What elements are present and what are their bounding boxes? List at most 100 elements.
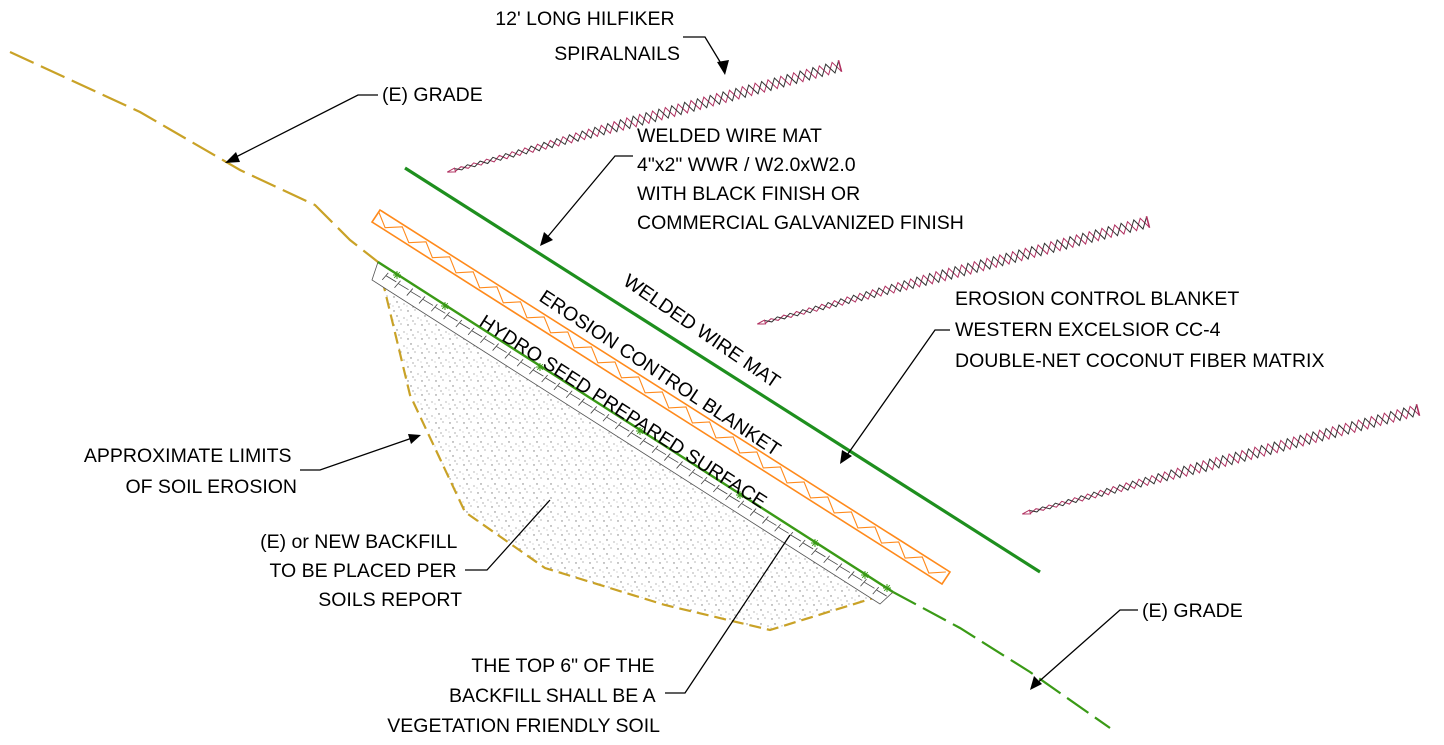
erosion-limits-line1: APPROXIMATE LIMITS <box>84 445 292 467</box>
erosion-limits-note: APPROXIMATE LIMITS OF SOIL EROSION <box>84 445 297 498</box>
topsoil-hatch-mark <box>680 464 691 471</box>
erosion-limits-leader <box>300 436 416 471</box>
blanket-leader <box>844 329 950 459</box>
topsoil-hatch-mark <box>704 479 716 487</box>
nails-note-line1: 12' LONG HILFIKER <box>495 8 674 30</box>
backfill-note-line2: TO BE PLACED PER <box>269 560 456 582</box>
topsoil-hatch-mark <box>443 311 450 320</box>
topsoil-hatch-mark <box>484 338 495 346</box>
topsoil-hatch-mark <box>815 550 826 558</box>
spiral-nail-thread <box>455 61 842 172</box>
topsoil-hatch-mark <box>541 374 548 383</box>
spiral-nail-thread <box>1029 404 1418 513</box>
blanket-note-line1: EROSION CONTROL BLANKET <box>955 288 1239 310</box>
topsoil-hatch-mark <box>823 555 830 563</box>
topsoil-hatch-mark <box>872 586 880 595</box>
existing-grade-upper-line <box>9 51 379 263</box>
topsoil-note-line3: VEGETATION FRIENDLY SOIL <box>387 715 660 737</box>
wire-mat-note: WELDED WIRE MAT 4"x2" WWR / W2.0xW2.0 WI… <box>637 125 964 234</box>
hydro-seed-surface-line <box>377 260 894 594</box>
topsoil-hatch-mark <box>717 487 728 495</box>
topsoil-hatch-mark <box>516 359 524 367</box>
existing-grade-lower-line <box>892 591 1111 729</box>
blanket-zigzag <box>378 211 946 574</box>
topsoil-note: THE TOP 6" OF THE BACKFILL SHALL BE A VE… <box>387 655 660 737</box>
topsoil-hatch-mark <box>774 524 781 532</box>
erosion-limits-arrow <box>408 434 421 444</box>
topsoil-hatch-mark <box>529 366 536 375</box>
topsoil-hatch-mark <box>381 272 389 281</box>
topsoil-hatch-mark <box>496 346 507 353</box>
topsoil-hatch-mark <box>569 393 581 401</box>
topsoil-hatch-mark <box>578 398 585 406</box>
topsoil-hatch-mark <box>447 314 458 322</box>
topsoil-hatch-mark <box>533 369 544 377</box>
spiral-nail <box>447 59 843 173</box>
topsoil-hatch-mark <box>455 319 463 328</box>
spiral-nail-tip <box>447 167 457 173</box>
seed-mark <box>861 571 869 579</box>
topsoil-hatch-mark <box>852 574 863 581</box>
topsoil-hatch-mark <box>480 335 487 343</box>
topsoil-hatch-mark <box>459 322 471 330</box>
spiral-nail-thread <box>454 60 840 171</box>
topsoil-hatch-mark <box>594 409 605 416</box>
nails-note-line2: SPIRALNAILS <box>554 43 680 65</box>
topsoil-hatch-mark <box>860 579 867 587</box>
seed-mark <box>636 427 644 435</box>
topsoil-hatch-mark <box>386 275 397 283</box>
seed-mark <box>883 584 891 592</box>
wire-mat-note-line3: WITH BLACK FINISH OR <box>637 183 860 205</box>
wire-mat-note-line4: COMMERCIAL GALVANIZED FINISH <box>637 212 964 234</box>
topsoil-hatch-mark <box>655 448 667 456</box>
topsoil-hatch-mark <box>590 406 598 414</box>
topsoil-hatch-mark <box>692 471 704 479</box>
seed-mark <box>536 363 544 371</box>
topsoil-hatch-mark <box>749 508 757 516</box>
spiral-nail-head <box>1415 403 1421 417</box>
topsoil-hatch-mark <box>766 519 777 526</box>
spiral-nail <box>757 215 1151 325</box>
topsoil-hatch-mark <box>467 327 475 336</box>
topsoil-hatch-mark <box>631 432 642 440</box>
erosion-control-blanket <box>370 208 952 586</box>
topsoil-hatch-mark <box>553 382 561 391</box>
topsoil-hatch-mark <box>847 571 855 579</box>
seed-mark <box>393 271 401 279</box>
seed-mark <box>811 539 819 547</box>
topsoil-hatch-mark <box>676 461 683 469</box>
topsoil-hatch-mark <box>864 581 875 589</box>
backfill-leader <box>465 499 551 571</box>
seed-mark <box>736 491 744 499</box>
seed-marks <box>393 271 891 592</box>
topsoil-hatch-mark <box>582 401 593 408</box>
topsoil-hatch-mark <box>520 361 532 369</box>
topsoil-hatch-mark <box>627 429 634 438</box>
topsoil-hatch-mark <box>839 566 851 573</box>
topsoil-hatch-mark <box>406 288 414 296</box>
topsoil-hatch-mark <box>545 377 556 385</box>
welded-wire-mat-line <box>404 166 1041 574</box>
topsoil-hatch-mark <box>602 414 610 422</box>
topsoil-hatch-mark <box>435 306 446 314</box>
topsoil-hatch-mark <box>798 539 806 548</box>
grade-upper-label: (E) GRADE <box>382 84 483 106</box>
grade-upper-leader <box>229 94 378 161</box>
topsoil-leader <box>665 534 791 694</box>
spiral-nails <box>447 59 1421 515</box>
blanket-arrow <box>840 450 852 464</box>
topsoil-hatch-mark <box>418 296 426 304</box>
topsoil-hatch-mark <box>688 469 696 477</box>
wire-mat-note-line2: 4"x2" WWR / W2.0xW2.0 <box>637 154 856 176</box>
topsoil-hatch-mark <box>741 503 753 511</box>
topsoil-hatch-mark <box>835 563 843 571</box>
topsoil-hatch-mark <box>508 354 520 361</box>
topsoil-hatch-mark <box>557 385 569 393</box>
topsoil-hatch-mark <box>394 280 401 288</box>
topsoil-hatch-mark <box>398 283 409 291</box>
topsoil-hatch-mark <box>811 547 818 556</box>
topsoil-hatch-mark <box>876 589 887 597</box>
backfill-note-line1: (E) or NEW BACKFILL <box>260 531 457 553</box>
topsoil-hatch-mark <box>753 511 765 518</box>
